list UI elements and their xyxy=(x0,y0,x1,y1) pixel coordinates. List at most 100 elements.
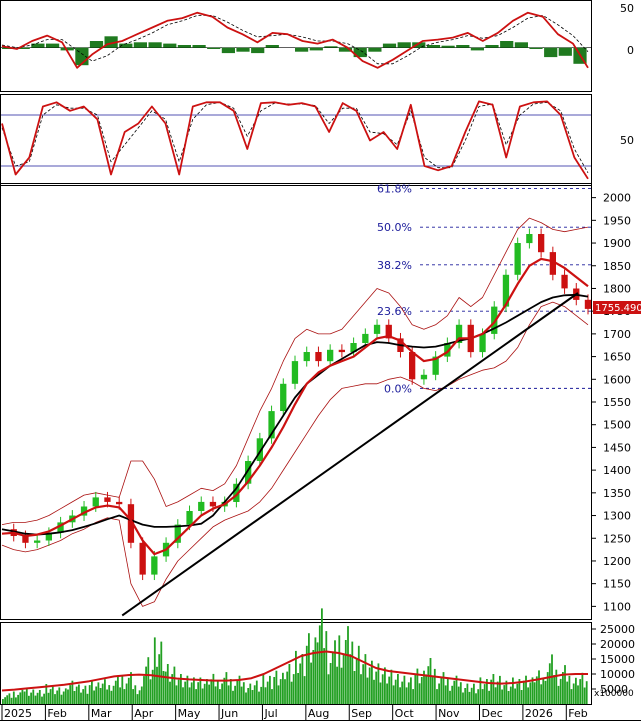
volume-bar xyxy=(503,685,506,704)
volume-bar xyxy=(527,687,529,704)
price-axis-tick-label: 1150 xyxy=(603,578,631,591)
volume-bar xyxy=(206,679,208,704)
price-axis-tick-label: 1500 xyxy=(603,419,631,432)
volume-bar xyxy=(208,684,210,704)
candle-up xyxy=(57,522,64,533)
volume-bar xyxy=(470,687,473,704)
volume-bar xyxy=(88,685,91,704)
volume-bar xyxy=(353,671,356,704)
x-axis: 2025 Feb Mar Apr May Jun Jul Aug Sep Oct Nov Dec 202… xyxy=(1,704,588,721)
macd-tick-0: 0 xyxy=(627,44,634,57)
volume-bar xyxy=(15,697,17,704)
macd-histogram-bar xyxy=(500,41,514,48)
x-axis-month-label: Jul xyxy=(263,707,277,720)
volume-bar xyxy=(499,675,501,704)
volume-bar xyxy=(397,674,399,704)
bollinger-lower-band xyxy=(1,301,589,607)
volume-bar xyxy=(410,677,412,704)
volume-bar xyxy=(143,676,145,704)
price-axis-tick-label: 1550 xyxy=(603,396,631,409)
volume-bar xyxy=(69,685,72,704)
fibonacci-level-label: 23.6% xyxy=(377,305,412,318)
candle-up xyxy=(233,483,240,502)
candle-up xyxy=(526,234,533,244)
volume-bar xyxy=(82,689,85,704)
volume-bar xyxy=(416,668,419,704)
volume-bar xyxy=(101,683,104,704)
volume-bar xyxy=(371,660,373,704)
candle-up xyxy=(362,333,369,343)
volume-bar xyxy=(112,685,115,704)
volume-bar xyxy=(477,689,480,704)
volume-bar xyxy=(219,689,221,704)
volume-bar xyxy=(514,688,516,704)
volume-bar xyxy=(251,690,254,704)
volume-bar xyxy=(505,680,508,704)
volume-bar xyxy=(377,663,380,704)
volume-bar xyxy=(455,675,458,704)
volume-bar xyxy=(342,653,345,704)
volume-bar xyxy=(25,688,28,704)
volume-bar xyxy=(127,677,130,704)
macd-histogram-bar xyxy=(236,47,250,52)
volume-bar xyxy=(232,690,234,704)
volume-bar xyxy=(347,626,349,704)
stochastic-panel xyxy=(1,100,591,180)
price-axis-tick-label: 1850 xyxy=(603,260,631,273)
candle-down xyxy=(22,536,29,543)
volume-bar xyxy=(28,695,30,705)
volume-bar xyxy=(423,670,425,704)
volume-bar xyxy=(525,675,527,704)
volume-bar xyxy=(394,679,397,704)
macd-histogram-bar xyxy=(397,42,411,48)
volume-bar xyxy=(407,682,410,704)
volume-bar xyxy=(225,672,228,704)
volume-bar xyxy=(175,685,178,704)
x-axis-month-label: 2026 xyxy=(525,707,553,720)
volume-bar xyxy=(555,669,558,704)
volume-bar xyxy=(390,669,393,704)
volume-bar xyxy=(60,694,63,704)
volume-bar xyxy=(494,687,497,704)
volume-bar xyxy=(546,672,549,704)
x-axis-month-label: Aug xyxy=(308,707,329,720)
volume-bar xyxy=(277,685,280,704)
macd-histogram-bar xyxy=(60,47,74,51)
volume-bar xyxy=(316,642,319,704)
volume-bar xyxy=(4,697,6,704)
volume-bar xyxy=(269,675,271,704)
volume-bar xyxy=(340,667,343,704)
volume-bar xyxy=(564,665,566,704)
price-axis-tick-label: 1350 xyxy=(603,487,631,500)
volume-bar xyxy=(531,677,534,704)
volume-axis-tick-label: 15000 xyxy=(600,653,635,666)
volume-bar xyxy=(475,693,477,704)
candle-up xyxy=(432,356,439,375)
volume-bar xyxy=(533,682,536,704)
volume-bar xyxy=(357,645,360,704)
candle-down xyxy=(549,252,556,275)
volume-bar xyxy=(566,681,569,704)
candle-up xyxy=(80,506,88,516)
volume-bar xyxy=(197,682,200,704)
volume-bar xyxy=(381,674,384,704)
volume-bar xyxy=(579,679,582,704)
macd-histogram-bar xyxy=(251,47,265,54)
x-axis-month-label: Nov xyxy=(438,707,460,720)
volume-bar xyxy=(2,699,4,704)
volume-bar xyxy=(512,677,514,704)
volume-axis: 25000 20000 15000 10000 5000 xyxy=(591,623,635,696)
volume-bar xyxy=(221,683,223,704)
macd-histogram-bar xyxy=(412,42,426,48)
x-axis-month-label: Dec xyxy=(481,707,502,720)
volume-bar xyxy=(535,676,538,704)
volume-bar xyxy=(559,678,562,704)
x-axis-month-label: 2025 xyxy=(4,707,32,720)
volume-panel-frame xyxy=(0,622,592,705)
volume-bar xyxy=(136,694,139,704)
candle-down xyxy=(538,234,545,253)
volume-bar xyxy=(507,691,510,704)
price-axis-tick-label: 1100 xyxy=(603,600,631,613)
candle-up xyxy=(444,343,451,357)
volume-bar xyxy=(262,674,265,704)
